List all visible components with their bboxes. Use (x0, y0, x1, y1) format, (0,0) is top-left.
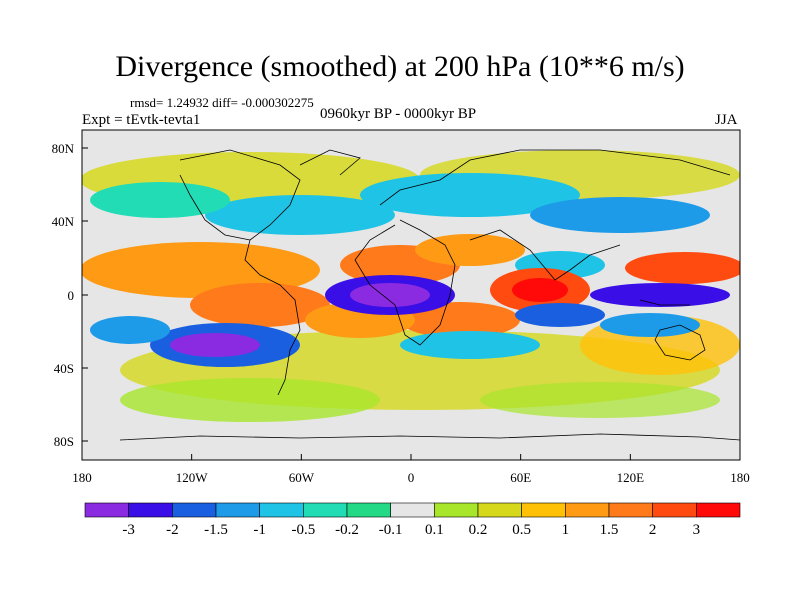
colorbar-swatch (477, 502, 522, 518)
colorbar-label: -1 (253, 522, 266, 538)
colorbar-swatch (259, 502, 304, 518)
season-label: JJA (715, 112, 738, 128)
lon-tick-label: 0 (408, 470, 415, 485)
colorbar-swatch (84, 502, 129, 518)
colorbar-swatch (565, 502, 610, 518)
colorbar-swatch (303, 502, 348, 518)
coastlines (119, 149, 740, 441)
colorbar-label: -0.5 (291, 522, 315, 538)
lat-tick-label: 80S (54, 434, 74, 449)
lon-tick-label: 180 (730, 470, 750, 485)
colorbar-label: 0.2 (469, 522, 488, 538)
colorbar-swatch (346, 502, 391, 518)
colorbar-label: 1.5 (600, 522, 619, 538)
divergence-field (82, 130, 740, 460)
colorbar-swatch (652, 502, 697, 518)
colorbar-swatch (215, 502, 260, 518)
lon-axis: 180 120W 60W 0 60E 120E 180 (72, 454, 750, 485)
colorbar-label: 2 (649, 522, 657, 538)
stats-text: rmsd= 1.24932 diff= -0.000302275 (130, 95, 314, 110)
lon-tick-label: 120E (617, 470, 645, 485)
map-title: Divergence (smoothed) at 200 hPa (10**6 … (115, 50, 685, 83)
colorbar-label: -2 (166, 522, 179, 538)
colorbar-swatch (608, 502, 653, 518)
colorbar-label: 0.1 (425, 522, 444, 538)
lon-tick-label: 60W (289, 470, 315, 485)
lon-tick-label: 180 (72, 470, 92, 485)
colorbar-label: 0.5 (512, 522, 531, 538)
lat-tick-label: 40N (52, 214, 75, 229)
colorbar-swatch (434, 502, 479, 518)
colorbar-label: -3 (122, 522, 135, 538)
lat-tick-label: 80N (52, 141, 75, 156)
colorbar: -3 -2 -1.5 -1 -0.5 -0.2 -0.1 0.1 0.2 0.5 1 1.5 2 3 (84, 502, 741, 538)
colorbar-label: -0.2 (335, 522, 359, 538)
colorbar-label: 1 (562, 522, 570, 538)
lat-tick-label: 40S (54, 361, 74, 376)
lon-tick-label: 60E (510, 470, 531, 485)
colorbar-swatch (172, 502, 217, 518)
colorbar-swatch (521, 502, 566, 518)
lat-axis: 80N 40N 0 40S 80S (52, 141, 88, 449)
period-label: 0960kyr BP - 0000kyr BP (320, 106, 477, 122)
colorbar-swatch (128, 502, 173, 518)
colorbar-label: 3 (693, 522, 701, 538)
lon-tick-label: 120W (176, 470, 209, 485)
lat-tick-label: 0 (68, 288, 75, 303)
colorbar-swatch (390, 502, 435, 518)
colorbar-label: -1.5 (204, 522, 228, 538)
colorbar-swatch (696, 502, 741, 518)
colorbar-label: -0.1 (379, 522, 403, 538)
experiment-label: Expt = tEvtk-tevta1 (82, 112, 201, 128)
